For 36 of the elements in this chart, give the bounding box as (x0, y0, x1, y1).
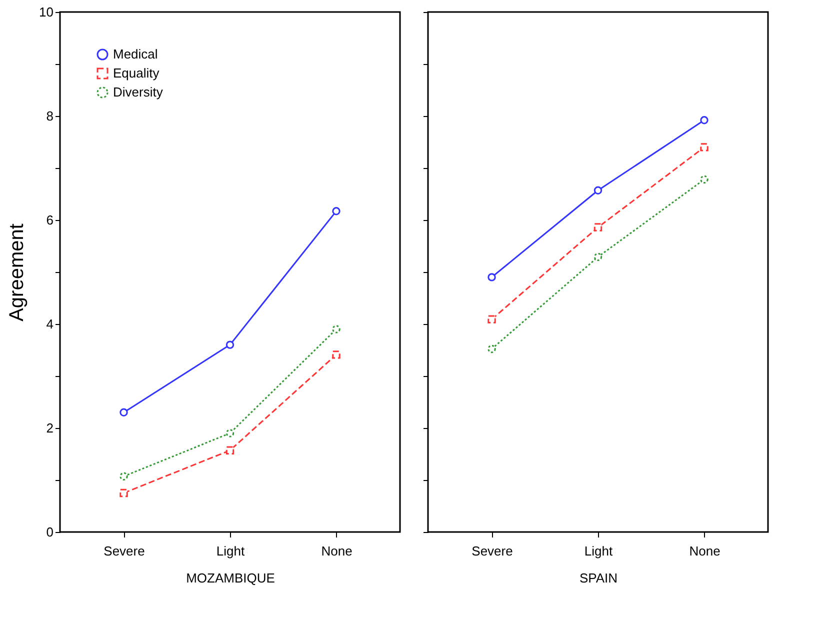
y-tick-label: 2 (46, 420, 54, 436)
point (488, 315, 496, 324)
point (594, 186, 602, 194)
legend-label: Medical (113, 46, 158, 62)
x-tick-label: None (689, 544, 720, 558)
point (332, 207, 340, 216)
point (120, 408, 128, 416)
x-tick-label: Light (216, 544, 245, 558)
x-axis-title: SPAIN (579, 570, 618, 586)
legend-label: Diversity (113, 84, 164, 100)
point (594, 223, 602, 232)
point (226, 340, 234, 349)
y-tick-label: 4 (46, 316, 54, 332)
x-tick-label: Light (584, 544, 613, 558)
point (332, 325, 340, 334)
legend-label: Equality (113, 66, 160, 80)
y-tick-label: 0 (46, 524, 54, 540)
point (700, 116, 708, 124)
x-tick-label: None (321, 544, 352, 558)
y-tick-label: 6 (46, 212, 54, 228)
point (488, 273, 496, 282)
point (700, 143, 708, 152)
x-tick-label: Severe (104, 544, 145, 558)
point (226, 429, 234, 438)
point (594, 252, 602, 262)
point (120, 488, 128, 498)
point (226, 446, 234, 454)
point (700, 175, 708, 184)
x-tick-label: Severe (472, 544, 513, 558)
point (488, 344, 496, 354)
y-tick-label: 10 (39, 4, 54, 20)
point (332, 350, 340, 359)
y-axis-title: Agreement (6, 223, 28, 322)
point (120, 472, 128, 480)
y-tick-label: 8 (46, 108, 54, 124)
x-axis-title: MOZAMBIQUE (186, 570, 276, 586)
